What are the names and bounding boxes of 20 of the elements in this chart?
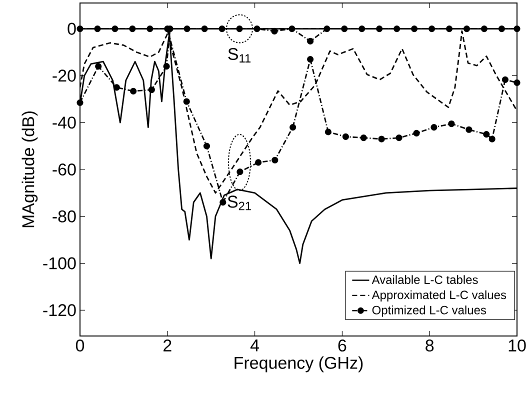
x-tick-label: 10: [508, 340, 526, 352]
x-tick-label: 2: [164, 340, 172, 352]
x-tick-label: 0: [76, 340, 84, 352]
annotation: S$_{11}$: [228, 48, 251, 62]
x-tick-label: 6: [338, 340, 346, 352]
y-tick-label: -40: [52, 116, 76, 129]
y-tick-label: -80: [52, 210, 76, 222]
x-axis-title: Frequency (GHz): [234, 356, 363, 372]
y-tick-label: -60: [52, 163, 76, 176]
legend-label: Available L-C tables: [372, 275, 478, 284]
y-axis-title: MAgnitude (dB): [22, 112, 38, 228]
y-tick-label: -120: [43, 304, 76, 316]
legend-label: Optimized L-C values: [372, 306, 486, 317]
y-tick-label: -20: [52, 70, 76, 82]
x-tick-label: 4: [250, 340, 260, 352]
legend-label: Approximated L-C values: [372, 290, 506, 302]
y-tick-label: 0: [68, 22, 76, 35]
annotation: S$_{21}$: [228, 196, 251, 210]
x-tick-label: 8: [426, 340, 434, 352]
y-tick-label: -100: [43, 257, 76, 270]
